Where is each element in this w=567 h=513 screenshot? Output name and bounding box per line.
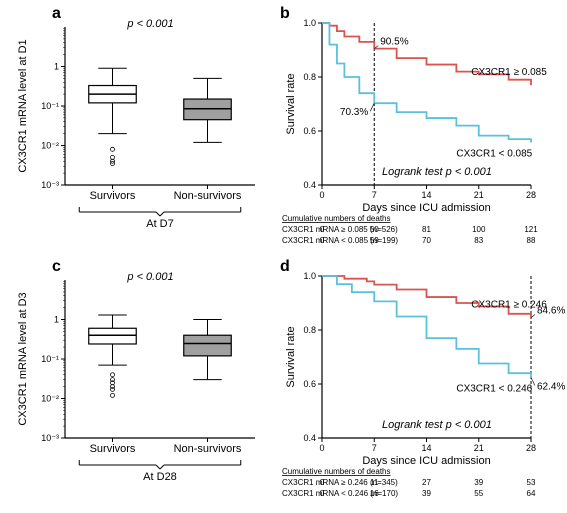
svg-text:Cumulative numbers of deaths: Cumulative numbers of deaths [282, 467, 391, 476]
svg-text:84.6%: 84.6% [537, 306, 565, 317]
panel-a-label: a [52, 5, 61, 23]
svg-text:CX3CR1 mRNA < 0.085 (n=199): CX3CR1 mRNA < 0.085 (n=199) [282, 236, 398, 245]
svg-text:21: 21 [474, 190, 484, 200]
svg-text:CX3CR1 mRNA < 0.246 (n=170): CX3CR1 mRNA < 0.246 (n=170) [282, 489, 398, 498]
svg-text:p < 0.001: p < 0.001 [126, 18, 173, 30]
svg-text:55: 55 [474, 489, 483, 498]
svg-text:59: 59 [370, 236, 379, 245]
svg-text:64: 64 [527, 489, 536, 498]
svg-text:10⁻²: 10⁻² [41, 141, 59, 151]
svg-text:28: 28 [526, 443, 536, 453]
svg-text:CX3CR1 ≥ 0.246: CX3CR1 ≥ 0.246 [471, 300, 547, 311]
svg-text:14: 14 [421, 190, 431, 200]
svg-text:At D7: At D7 [146, 218, 174, 230]
svg-text:Cumulative numbers of deaths: Cumulative numbers of deaths [282, 214, 391, 223]
svg-text:21: 21 [474, 443, 484, 453]
panel-b-svg: 0.4 0.6 0.8 1.0 0 7 14 21 28 Survival rate Days si… [280, 5, 565, 255]
svg-text:10⁻³: 10⁻³ [41, 433, 59, 443]
svg-text:10⁻²: 10⁻² [41, 394, 59, 404]
svg-text:83: 83 [474, 236, 483, 245]
panel-c-label: c [52, 258, 61, 276]
svg-text:7: 7 [372, 443, 377, 453]
svg-text:0.4: 0.4 [303, 433, 316, 443]
panel-b-label: b [280, 5, 290, 23]
svg-text:53: 53 [527, 478, 536, 487]
svg-text:100: 100 [472, 225, 486, 234]
svg-text:11: 11 [370, 478, 379, 487]
svg-text:Logrank test p < 0.001: Logrank test p < 0.001 [382, 419, 492, 431]
svg-text:1.0: 1.0 [303, 18, 316, 28]
svg-text:Logrank test p < 0.001: Logrank test p < 0.001 [382, 166, 492, 178]
svg-text:39: 39 [422, 489, 431, 498]
svg-text:0.6: 0.6 [303, 379, 316, 389]
svg-text:0: 0 [320, 489, 325, 498]
svg-text:Non-survivors: Non-survivors [174, 190, 242, 202]
svg-text:10⁻¹: 10⁻¹ [41, 354, 59, 364]
svg-text:0.8: 0.8 [303, 325, 316, 335]
svg-text:81: 81 [422, 225, 431, 234]
svg-text:Days since ICU admission: Days since ICU admission [362, 202, 490, 214]
svg-text:1: 1 [54, 62, 59, 72]
svg-text:CX3CR1 < 0.246: CX3CR1 < 0.246 [456, 384, 532, 395]
svg-text:28: 28 [526, 190, 536, 200]
svg-text:0: 0 [320, 236, 325, 245]
svg-text:27: 27 [422, 478, 431, 487]
svg-text:Survivors: Survivors [90, 443, 136, 455]
svg-text:CX3CR1 mRNA level at D1: CX3CR1 mRNA level at D1 [17, 39, 29, 172]
svg-text:0.8: 0.8 [303, 72, 316, 82]
panel-d-label: d [280, 258, 290, 276]
svg-text:39: 39 [474, 478, 483, 487]
panel-c-svg: 10⁻³ 10⁻² 10⁻¹ 1 CX3CR1 mRNA level at D3 Surv… [10, 258, 265, 488]
svg-text:p < 0.001: p < 0.001 [126, 271, 173, 283]
svg-text:CX3CR1 mRNA ≥ 0.246 (n=345): CX3CR1 mRNA ≥ 0.246 (n=345) [282, 478, 398, 487]
svg-text:16: 16 [370, 489, 379, 498]
panel-d: d 0.4 0.6 0.8 1.0 0 7 14 21 28 Survival rate Days … [280, 258, 565, 508]
svg-text:70.3%: 70.3% [340, 107, 368, 118]
svg-text:Survival rate: Survival rate [285, 73, 297, 134]
svg-text:At D28: At D28 [143, 471, 177, 483]
svg-text:10⁻³: 10⁻³ [41, 180, 59, 190]
svg-text:Survival rate: Survival rate [285, 326, 297, 387]
panel-b: b 0.4 0.6 0.8 1.0 0 7 14 21 28 Survival rate Days … [280, 5, 565, 255]
panel-d-svg: 0.4 0.6 0.8 1.0 0 7 14 21 28 Survival rate Days si… [280, 258, 565, 508]
svg-text:14: 14 [421, 443, 431, 453]
svg-text:0.4: 0.4 [303, 180, 316, 190]
svg-text:62.4%: 62.4% [537, 382, 565, 393]
svg-text:10⁻¹: 10⁻¹ [41, 101, 59, 111]
svg-text:50: 50 [370, 225, 379, 234]
svg-text:70: 70 [422, 236, 431, 245]
svg-text:90.5%: 90.5% [380, 37, 408, 48]
svg-text:1.0: 1.0 [303, 271, 316, 281]
svg-text:0: 0 [319, 190, 324, 200]
panel-a: a 10⁻³ 10⁻² 10⁻¹ 1 CX3CR1 mRNA level at D1 Su… [10, 5, 265, 235]
svg-text:88: 88 [527, 236, 536, 245]
panel-a-svg: 10⁻³ 10⁻² 10⁻¹ 1 CX3CR1 mRNA level at D1 Surv… [10, 5, 265, 235]
svg-text:Non-survivors: Non-survivors [174, 443, 242, 455]
svg-text:CX3CR1 < 0.085: CX3CR1 < 0.085 [456, 148, 532, 159]
panel-c: c 10⁻³ 10⁻² 10⁻¹ 1 CX3CR1 mRNA level at D3 Su… [10, 258, 265, 488]
svg-text:1: 1 [54, 315, 59, 325]
svg-text:0.6: 0.6 [303, 126, 316, 136]
svg-text:CX3CR1 mRNA level at D3: CX3CR1 mRNA level at D3 [17, 292, 29, 425]
svg-text:CX3CR1 ≥ 0.085: CX3CR1 ≥ 0.085 [471, 67, 547, 78]
svg-text:Days since ICU admission: Days since ICU admission [362, 455, 490, 467]
svg-text:0: 0 [319, 443, 324, 453]
svg-text:121: 121 [524, 225, 538, 234]
svg-text:0: 0 [320, 478, 325, 487]
svg-text:0: 0 [320, 225, 325, 234]
svg-text:Survivors: Survivors [90, 190, 136, 202]
svg-text:7: 7 [372, 190, 377, 200]
svg-text:CX3CR1 mRNA ≥ 0.085 (n=526): CX3CR1 mRNA ≥ 0.085 (n=526) [282, 225, 398, 234]
